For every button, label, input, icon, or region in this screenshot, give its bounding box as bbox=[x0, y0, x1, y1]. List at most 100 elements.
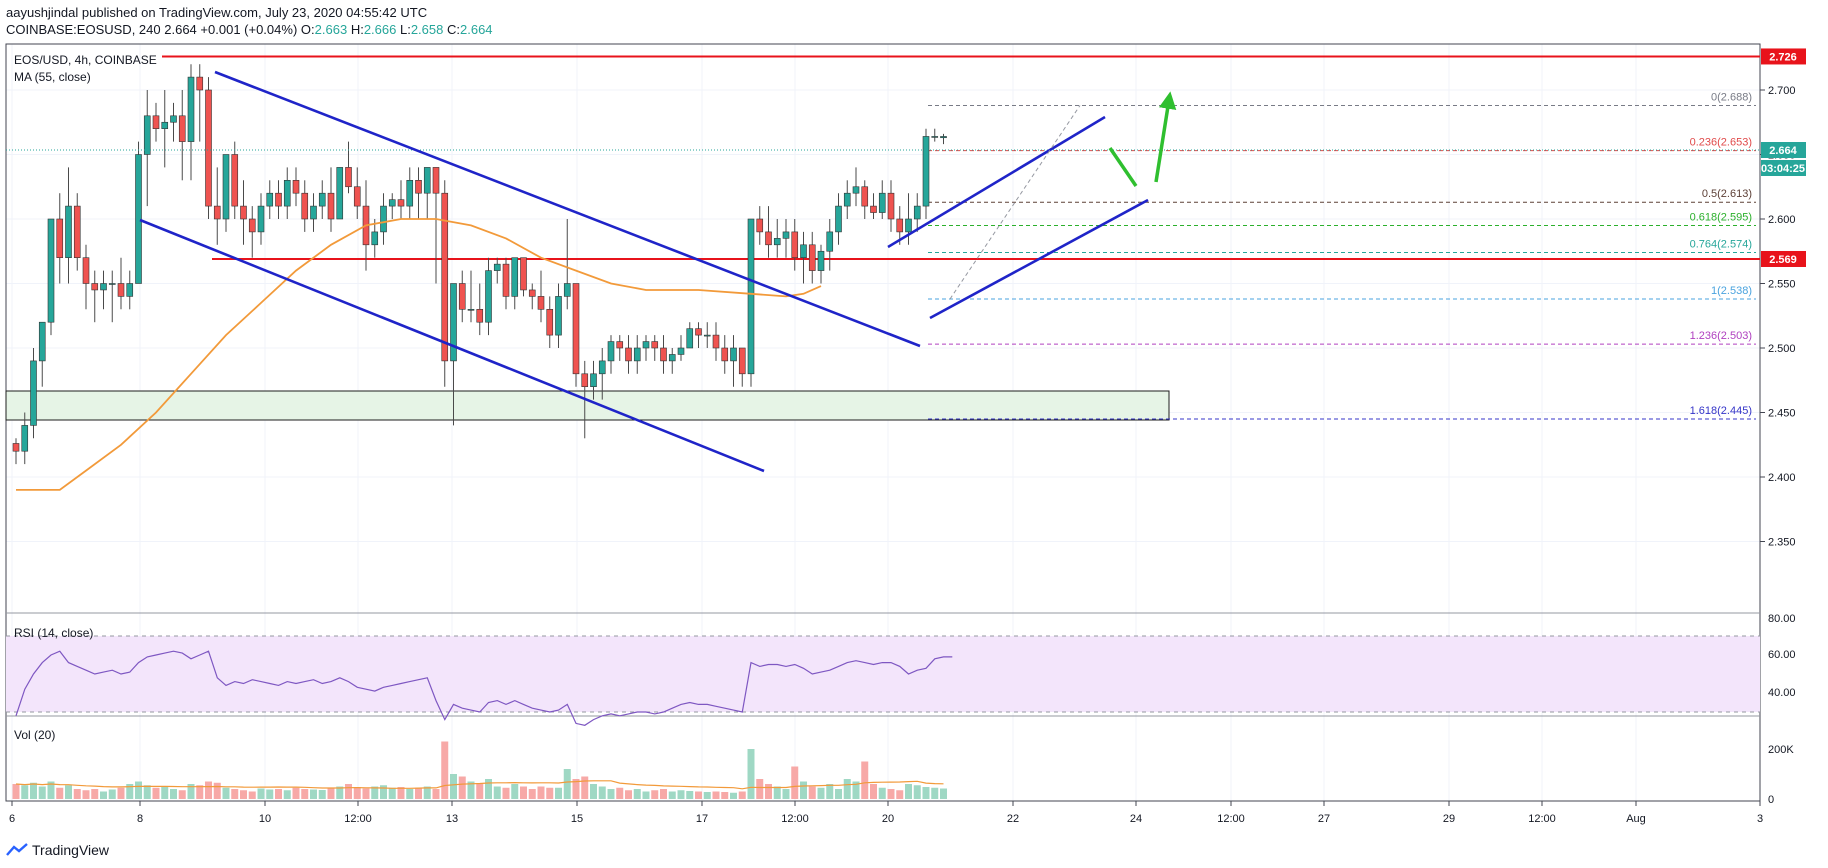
volume-bar bbox=[65, 785, 72, 799]
volume-bar bbox=[30, 782, 37, 799]
candle bbox=[205, 77, 212, 219]
time-tick-label: 3 bbox=[1757, 813, 1763, 825]
candle bbox=[187, 64, 195, 181]
price-tick-label: 2.700 bbox=[1768, 85, 1796, 97]
candle bbox=[808, 231, 816, 284]
candle bbox=[563, 219, 571, 310]
fib-level-label: 0.5(2.613) bbox=[1702, 188, 1752, 200]
candle bbox=[196, 64, 204, 142]
candle bbox=[65, 167, 72, 284]
volume-bar bbox=[222, 787, 230, 799]
time-tick-label: 6 bbox=[9, 813, 15, 825]
candle bbox=[222, 154, 230, 232]
candle bbox=[257, 193, 265, 245]
time-tick-label: 12:00 bbox=[1528, 813, 1556, 825]
candle bbox=[852, 167, 860, 207]
volume-bar bbox=[441, 741, 449, 799]
time-tick-label: 12:00 bbox=[1217, 813, 1245, 825]
candle bbox=[703, 322, 711, 348]
fib-level-label: 1.618(2.445) bbox=[1690, 405, 1752, 417]
volume-bar bbox=[826, 784, 834, 799]
candle bbox=[835, 193, 842, 245]
volume-bar bbox=[590, 784, 597, 799]
candle bbox=[117, 257, 125, 310]
candle bbox=[730, 335, 737, 387]
volume-bar bbox=[940, 788, 947, 799]
candle bbox=[126, 270, 134, 310]
price-tick-label: 2.550 bbox=[1768, 279, 1796, 291]
volume-bar bbox=[852, 781, 860, 799]
volume-bar bbox=[835, 789, 842, 799]
candle bbox=[922, 128, 930, 219]
candle bbox=[353, 167, 361, 219]
candle bbox=[380, 193, 387, 245]
candle bbox=[677, 335, 685, 361]
up-arrow-icon bbox=[1154, 91, 1177, 183]
candle bbox=[371, 219, 379, 258]
time-tick-label: 20 bbox=[882, 813, 894, 825]
volume-bar bbox=[861, 761, 869, 799]
volume-bar bbox=[91, 789, 99, 799]
volume-bar bbox=[467, 781, 475, 799]
volume-bar bbox=[817, 787, 825, 799]
countdown-badge-label: 03:04:25 bbox=[1761, 163, 1805, 175]
candle bbox=[668, 348, 676, 374]
volume-tick-label: 200K bbox=[1768, 744, 1794, 756]
volume-bar bbox=[257, 788, 265, 799]
price-tick-label: 2.600 bbox=[1768, 214, 1796, 226]
price-chart[interactable]: 0(2.688) 0.236(2.653) 0.5(2.613) 0.618(2.59… bbox=[0, 0, 1828, 840]
volume-bar bbox=[292, 787, 300, 799]
volume-bar bbox=[178, 790, 186, 799]
volume-bar bbox=[887, 789, 895, 799]
candle bbox=[108, 270, 116, 323]
candle bbox=[345, 141, 352, 194]
open-value: 2.663 bbox=[314, 22, 348, 37]
volume-bar bbox=[808, 786, 816, 799]
volume-bar bbox=[922, 787, 930, 799]
volume-bar bbox=[546, 787, 554, 799]
volume-bar bbox=[406, 789, 414, 799]
candle bbox=[625, 335, 632, 374]
volume-bar bbox=[625, 790, 632, 799]
time-tick-label: 8 bbox=[137, 813, 143, 825]
volume-bar bbox=[12, 784, 20, 799]
channel-upper-line bbox=[214, 70, 921, 348]
time-tick-label: Aug bbox=[1626, 813, 1646, 825]
volume-bar bbox=[458, 776, 466, 799]
volume-bar bbox=[677, 790, 685, 799]
volume-bar bbox=[800, 781, 807, 799]
volume-bar bbox=[721, 792, 729, 799]
volume-legend: Vol (20) bbox=[14, 728, 55, 742]
candle bbox=[843, 180, 851, 219]
volume-bar bbox=[161, 786, 169, 799]
candle bbox=[161, 90, 169, 168]
candle bbox=[887, 180, 895, 232]
rsi-tick-label: 40.00 bbox=[1768, 687, 1796, 699]
candle bbox=[765, 206, 772, 258]
volume-bar bbox=[765, 784, 772, 799]
high-label: H: bbox=[350, 22, 364, 37]
volume-bar bbox=[660, 789, 667, 799]
volume-bar bbox=[572, 779, 580, 799]
volume-bar bbox=[493, 786, 501, 799]
support-zone bbox=[5, 390, 1170, 421]
candle bbox=[423, 167, 431, 219]
candle bbox=[310, 193, 317, 232]
candle bbox=[511, 257, 519, 310]
volume-bar bbox=[248, 791, 256, 799]
candle bbox=[598, 348, 606, 400]
candle bbox=[537, 270, 545, 323]
volume-bar bbox=[432, 789, 440, 799]
volume-bar bbox=[82, 790, 90, 799]
candle bbox=[555, 283, 562, 348]
fib-level-label: 0.236(2.653) bbox=[1690, 137, 1752, 149]
volume-bar bbox=[310, 789, 317, 799]
candle bbox=[292, 167, 300, 207]
candle bbox=[695, 322, 702, 348]
volume-bar bbox=[205, 781, 212, 799]
candle bbox=[91, 270, 99, 323]
down-arrow-icon bbox=[1108, 147, 1138, 187]
candle bbox=[660, 335, 667, 374]
volume-bar bbox=[283, 790, 291, 799]
volume-bar bbox=[607, 789, 615, 799]
